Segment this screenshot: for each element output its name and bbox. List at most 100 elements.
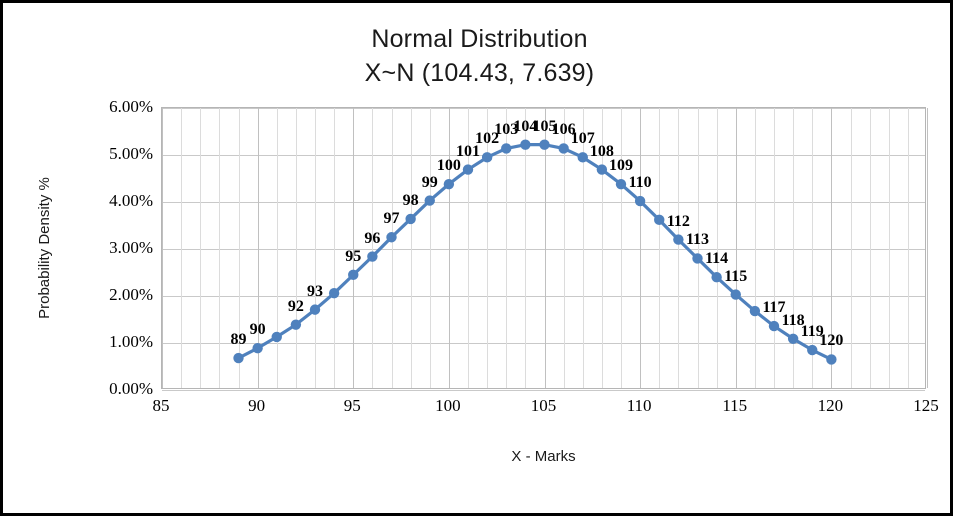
data-point-marker	[615, 178, 627, 190]
gridline-vertical-minor	[276, 108, 278, 388]
gridline-vertical-minor	[754, 108, 756, 388]
gridline-vertical-minor	[238, 108, 240, 388]
y-tick-label: 3.00%	[109, 238, 153, 257]
gridline-vertical-minor	[181, 108, 183, 388]
data-point-marker	[501, 143, 512, 154]
gridline-vertical-minor	[850, 108, 852, 388]
gridline-vertical-major	[544, 108, 546, 388]
data-point-marker	[558, 143, 569, 154]
chart-title: Normal Distribution X~N (104.43, 7.639)	[3, 23, 950, 91]
gridline-vertical-minor	[774, 108, 775, 388]
data-point-marker	[271, 331, 282, 343]
gridline-vertical-minor	[468, 108, 469, 388]
gridline-vertical-minor	[601, 108, 603, 388]
x-tick-label: 100	[435, 396, 461, 415]
gridline-vertical-minor	[487, 108, 489, 388]
gridline-horizontal	[162, 108, 925, 109]
gridline-vertical-minor	[506, 108, 508, 388]
gridline-vertical-minor	[410, 108, 412, 388]
series-line	[236, 143, 833, 362]
gridline-vertical-minor	[869, 108, 871, 388]
x-tick-label: 120	[817, 396, 844, 415]
gridline-vertical-minor	[295, 108, 297, 388]
gridline-vertical-minor	[716, 108, 718, 388]
data-point-marker	[749, 305, 761, 317]
gridline-vertical-minor	[563, 108, 565, 388]
y-axis-title: Probability Density %	[36, 177, 53, 319]
data-point-marker	[290, 319, 302, 330]
gridline-vertical-minor	[621, 108, 622, 388]
x-tick-label: 90	[248, 396, 266, 415]
gridline-vertical-major	[257, 108, 259, 388]
gridline-vertical-minor	[315, 108, 316, 388]
data-point-marker	[424, 195, 435, 206]
gridline-vertical-major	[162, 108, 163, 388]
y-tick-label: 2.00%	[109, 285, 153, 304]
data-point-marker	[826, 354, 837, 365]
chart-title-main: Normal Distribution	[371, 25, 588, 53]
gridline-vertical-major	[448, 108, 450, 388]
data-point-marker	[367, 251, 378, 262]
data-point-marker	[711, 272, 722, 283]
y-tick-label: 5.00%	[109, 144, 153, 163]
gridline-horizontal	[162, 202, 925, 203]
data-point-marker	[348, 269, 359, 281]
data-point-marker	[233, 352, 244, 364]
data-point-marker	[443, 178, 455, 190]
gridline-vertical-major	[640, 108, 642, 388]
data-point-marker	[520, 139, 531, 150]
x-tick-label: 85	[152, 396, 170, 415]
gridline-vertical-major	[927, 108, 928, 388]
data-point-marker	[252, 342, 263, 354]
data-point-marker	[634, 195, 646, 207]
data-point-marker	[328, 287, 340, 299]
gridline-horizontal	[162, 343, 925, 344]
gridline-vertical-minor	[907, 108, 909, 388]
x-tick-label: 125	[913, 396, 939, 415]
data-point-marker	[654, 214, 665, 226]
gridline-vertical-minor	[525, 108, 527, 388]
gridline-vertical-minor	[372, 108, 374, 388]
gridline-horizontal	[162, 155, 925, 156]
gridline-vertical-minor	[219, 108, 221, 388]
gridline-vertical-minor	[334, 108, 336, 388]
gridline-vertical-minor	[391, 108, 393, 388]
gridline-vertical-minor	[888, 108, 890, 388]
x-tick-label: 115	[722, 396, 748, 415]
gridline-horizontal	[162, 296, 925, 297]
gridline-horizontal	[162, 390, 925, 391]
data-point-marker	[481, 152, 493, 163]
x-tick-label: 95	[343, 396, 361, 415]
y-tick-label: 1.00%	[109, 332, 153, 351]
data-point-marker	[768, 320, 780, 332]
data-point-marker	[787, 333, 799, 344]
x-tick-label: 105	[530, 396, 557, 415]
gridline-vertical-minor	[582, 108, 584, 388]
y-tick-label: 4.00%	[109, 191, 153, 210]
data-point-marker	[539, 139, 550, 150]
gridline-vertical-major	[353, 108, 355, 388]
gridline-vertical-minor	[678, 108, 680, 388]
data-point-marker	[692, 253, 703, 264]
data-point-marker	[673, 234, 684, 245]
data-point-marker	[462, 164, 474, 175]
gridline-vertical-minor	[697, 108, 699, 388]
data-point-marker	[309, 304, 321, 315]
gridline-vertical-minor	[793, 108, 795, 388]
data-point-marker	[596, 164, 608, 175]
x-axis-tick-labels: 85 90 95 100 105 110 115 120 125	[153, 396, 939, 426]
gridline-vertical-minor	[429, 108, 431, 388]
gridline-vertical-major	[831, 108, 833, 388]
y-tick-label: 0.00%	[109, 379, 153, 398]
plot-area: 89 90 92 93 95 96 97 98 99 100 101 102 103 104 105 106 1…	[161, 107, 928, 391]
data-point-marker	[730, 289, 741, 300]
y-axis-tick-labels: 0.00% 1.00% 2.00% 3.00% 4.00% 5.00% 6.00%	[81, 97, 153, 398]
chart-title-subtitle: X~N (104.43, 7.639)	[364, 58, 595, 87]
gridline-vertical-minor	[812, 108, 814, 388]
gridline-vertical-major	[735, 108, 737, 388]
data-point-marker	[386, 232, 397, 243]
gridline-vertical-minor	[659, 108, 661, 388]
x-axis-title: X - Marks	[511, 448, 576, 465]
x-tick-label: 110	[626, 396, 652, 415]
